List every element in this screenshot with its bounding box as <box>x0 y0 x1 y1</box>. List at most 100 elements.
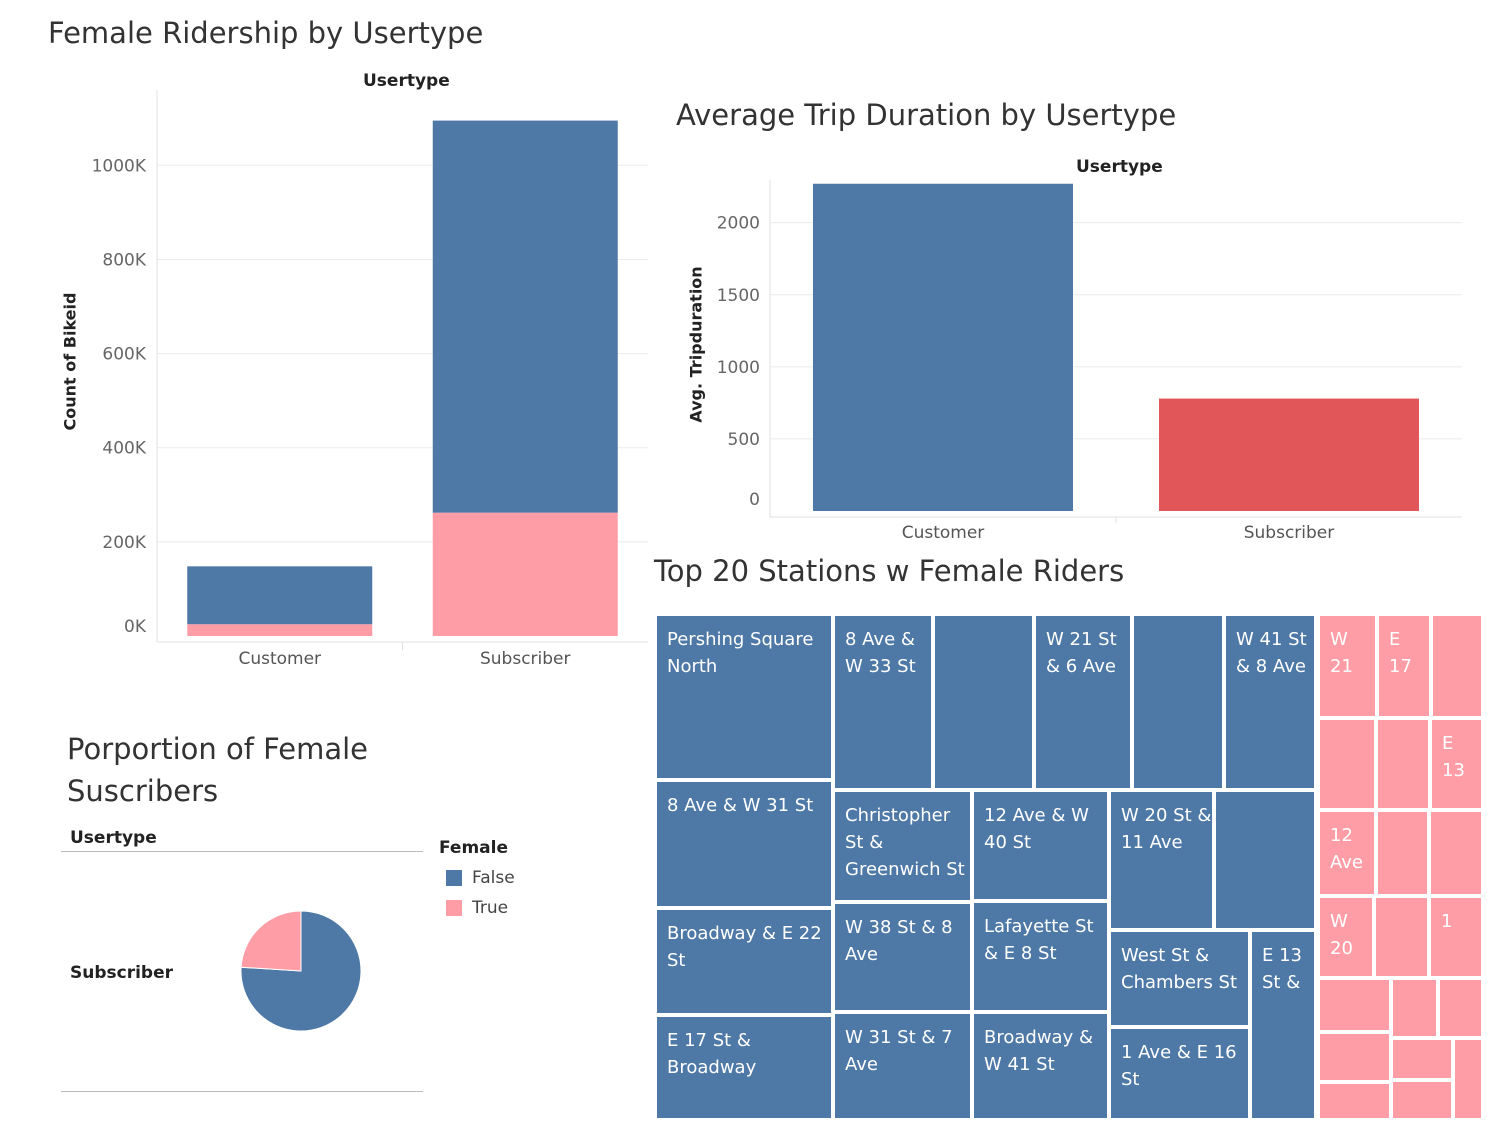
treemap-cell: Lafayette St & E 8 St <box>972 901 1109 1012</box>
treemap-cell: 8 Ave & W 31 St <box>655 780 833 908</box>
treemap-cell <box>1318 1032 1391 1082</box>
treemap-cell-label: 12 Ave <box>1330 825 1363 873</box>
chart3-title: Porportion of Female Suscribers <box>67 732 368 808</box>
treemap-cell: Pershing Square North <box>655 614 833 780</box>
chart3-column-header: Usertype <box>70 828 157 848</box>
treemap-cell: W 38 St & 8 Ave <box>833 902 972 1012</box>
treemap-cell-label: Christopher St & Greenwich St <box>845 805 965 880</box>
treemap-cell <box>1429 810 1483 896</box>
treemap-cell-label: E 13 <box>1442 733 1465 781</box>
chart1-ytick: 400K <box>102 439 146 459</box>
treemap-cell: W 21 <box>1318 614 1377 718</box>
treemap-cell: 1 <box>1429 896 1483 978</box>
chart1-bar-customer-false <box>187 566 373 625</box>
treemap-cell-label: E 13 St & <box>1262 945 1302 993</box>
treemap-cell <box>933 614 1034 790</box>
treemap-cell: W 41 St & 8 Ave <box>1224 614 1316 790</box>
chart2-ytick: 500 <box>728 430 760 450</box>
treemap-cell <box>1374 896 1429 978</box>
treemap-cell: W 20 <box>1318 896 1374 978</box>
chart2-plot: 0 500 1000 1500 2000 Customer Subscriber <box>717 180 1462 543</box>
treemap-cell-label: W 38 St & 8 Ave <box>845 917 953 965</box>
chart2-bar-subscriber <box>1159 398 1419 511</box>
chart1-ytick: 1000K <box>92 156 147 176</box>
treemap-cell <box>1376 718 1430 810</box>
treemap-cell <box>1391 1038 1453 1080</box>
treemap-cell-label: Broadway & E 22 St <box>667 923 822 971</box>
treemap-cell: 12 Ave <box>1318 810 1376 896</box>
chart2-ytick: 1500 <box>717 286 760 306</box>
chart1-xtick: Subscriber <box>480 649 571 669</box>
chart2-bar-customer <box>813 183 1073 511</box>
chart1-ytick: 200K <box>102 533 146 553</box>
chart1-bar-subscriber-false <box>432 120 618 513</box>
treemap-cell-label: W 20 St & 11 Ave <box>1121 805 1212 853</box>
chart1-bar-customer-true <box>187 624 373 636</box>
treemap-cell-label: W 21 St & 6 Ave <box>1046 629 1117 677</box>
treemap-cell: E 13 <box>1430 718 1483 810</box>
legend-swatch-true <box>446 900 462 916</box>
treemap-cell <box>1438 978 1483 1038</box>
chart2-column-header: Usertype <box>1076 157 1163 177</box>
chart4-title: Top 20 Stations w Female Riders <box>654 554 1125 588</box>
treemap-cell <box>1132 614 1224 790</box>
treemap-cell-label: W 41 St & 8 Ave <box>1236 629 1307 677</box>
treemap-cell-label: 8 Ave & W 31 St <box>667 795 814 816</box>
chart2-title: Average Trip Duration by Usertype <box>676 98 1177 132</box>
treemap-cell <box>1318 718 1376 810</box>
treemap-cell: E 17 <box>1377 614 1431 718</box>
treemap-cell: Christopher St & Greenwich St <box>833 790 972 902</box>
treemap-cell: E 17 St & Broadway <box>655 1015 833 1120</box>
treemap-cell-label: E 17 <box>1389 629 1412 677</box>
treemap-cell-label: West St & Chambers St <box>1121 945 1238 993</box>
chart3-row-label: Subscriber <box>70 963 174 983</box>
treemap-cell <box>1376 810 1429 896</box>
treemap-cell: Broadway & W 41 St <box>972 1012 1109 1120</box>
treemap-cell-label: E 17 St & Broadway <box>667 1030 757 1078</box>
treemap-cell-label: 1 <box>1441 911 1453 932</box>
chart3-bottom-rule <box>61 1091 423 1092</box>
treemap-cell-label: W 31 St & 7 Ave <box>845 1027 953 1075</box>
treemap-cell <box>1318 1082 1391 1120</box>
treemap-cell-label: 1 Ave & E 16 St <box>1121 1042 1237 1090</box>
chart1-bar-subscriber-true <box>432 512 618 636</box>
treemap-cell: E 13 St & <box>1250 930 1316 1120</box>
treemap-cell: 12 Ave & W 40 St <box>972 790 1109 901</box>
legend-title: Female <box>439 838 508 858</box>
chart1-plot: 0K 200K 400K 600K 800K 1000K Customer Subscribe… <box>92 90 648 669</box>
pie-slice-true <box>240 910 302 972</box>
treemap-cell-label: 12 Ave & W 40 St <box>984 805 1089 853</box>
treemap-cell-label: Broadway & W 41 St <box>984 1027 1093 1075</box>
legend-label-true: True <box>472 898 509 918</box>
chart2-ytick: 2000 <box>717 214 760 234</box>
treemap-cell-label: W 20 <box>1330 911 1353 959</box>
treemap-cell <box>1391 978 1438 1038</box>
treemap-cell: W 21 St & 6 Ave <box>1034 614 1132 790</box>
chart1-column-header: Usertype <box>363 71 450 91</box>
treemap-cell: W 31 St & 7 Ave <box>833 1012 972 1120</box>
treemap-cell: 1 Ave & E 16 St <box>1109 1027 1250 1120</box>
treemap-cell <box>1214 790 1316 930</box>
treemap-cell: West St & Chambers St <box>1109 930 1250 1027</box>
treemap-cell-label: Pershing Square North <box>667 629 814 677</box>
chart3-header-rule <box>61 851 423 852</box>
legend-label-false: False <box>472 868 515 888</box>
legend-swatch-false <box>446 870 462 886</box>
treemap-cell <box>1318 978 1391 1032</box>
chart2-ytick: 1000 <box>717 358 760 378</box>
chart1-ytick: 0K <box>124 617 147 637</box>
treemap-cell-label: Lafayette St & E 8 St <box>984 916 1094 964</box>
treemap-cell-label: W 21 <box>1330 629 1353 677</box>
chart1-ytick: 600K <box>102 345 146 365</box>
chart2-ytick: 0 <box>749 490 760 510</box>
treemap-cell: 8 Ave & W 33 St <box>833 614 933 790</box>
chart2-xtick: Subscriber <box>1244 523 1335 543</box>
chart1-ytick: 800K <box>102 250 146 270</box>
treemap-cell <box>1453 1038 1483 1120</box>
treemap-cell: W 20 St & 11 Ave <box>1109 790 1214 930</box>
treemap-cell <box>1391 1080 1453 1120</box>
chart2-xtick: Customer <box>902 523 985 543</box>
treemap-cell-label: 8 Ave & W 33 St <box>845 629 916 677</box>
chart3-pie <box>240 910 362 1032</box>
treemap-cell: Broadway & E 22 St <box>655 908 833 1015</box>
